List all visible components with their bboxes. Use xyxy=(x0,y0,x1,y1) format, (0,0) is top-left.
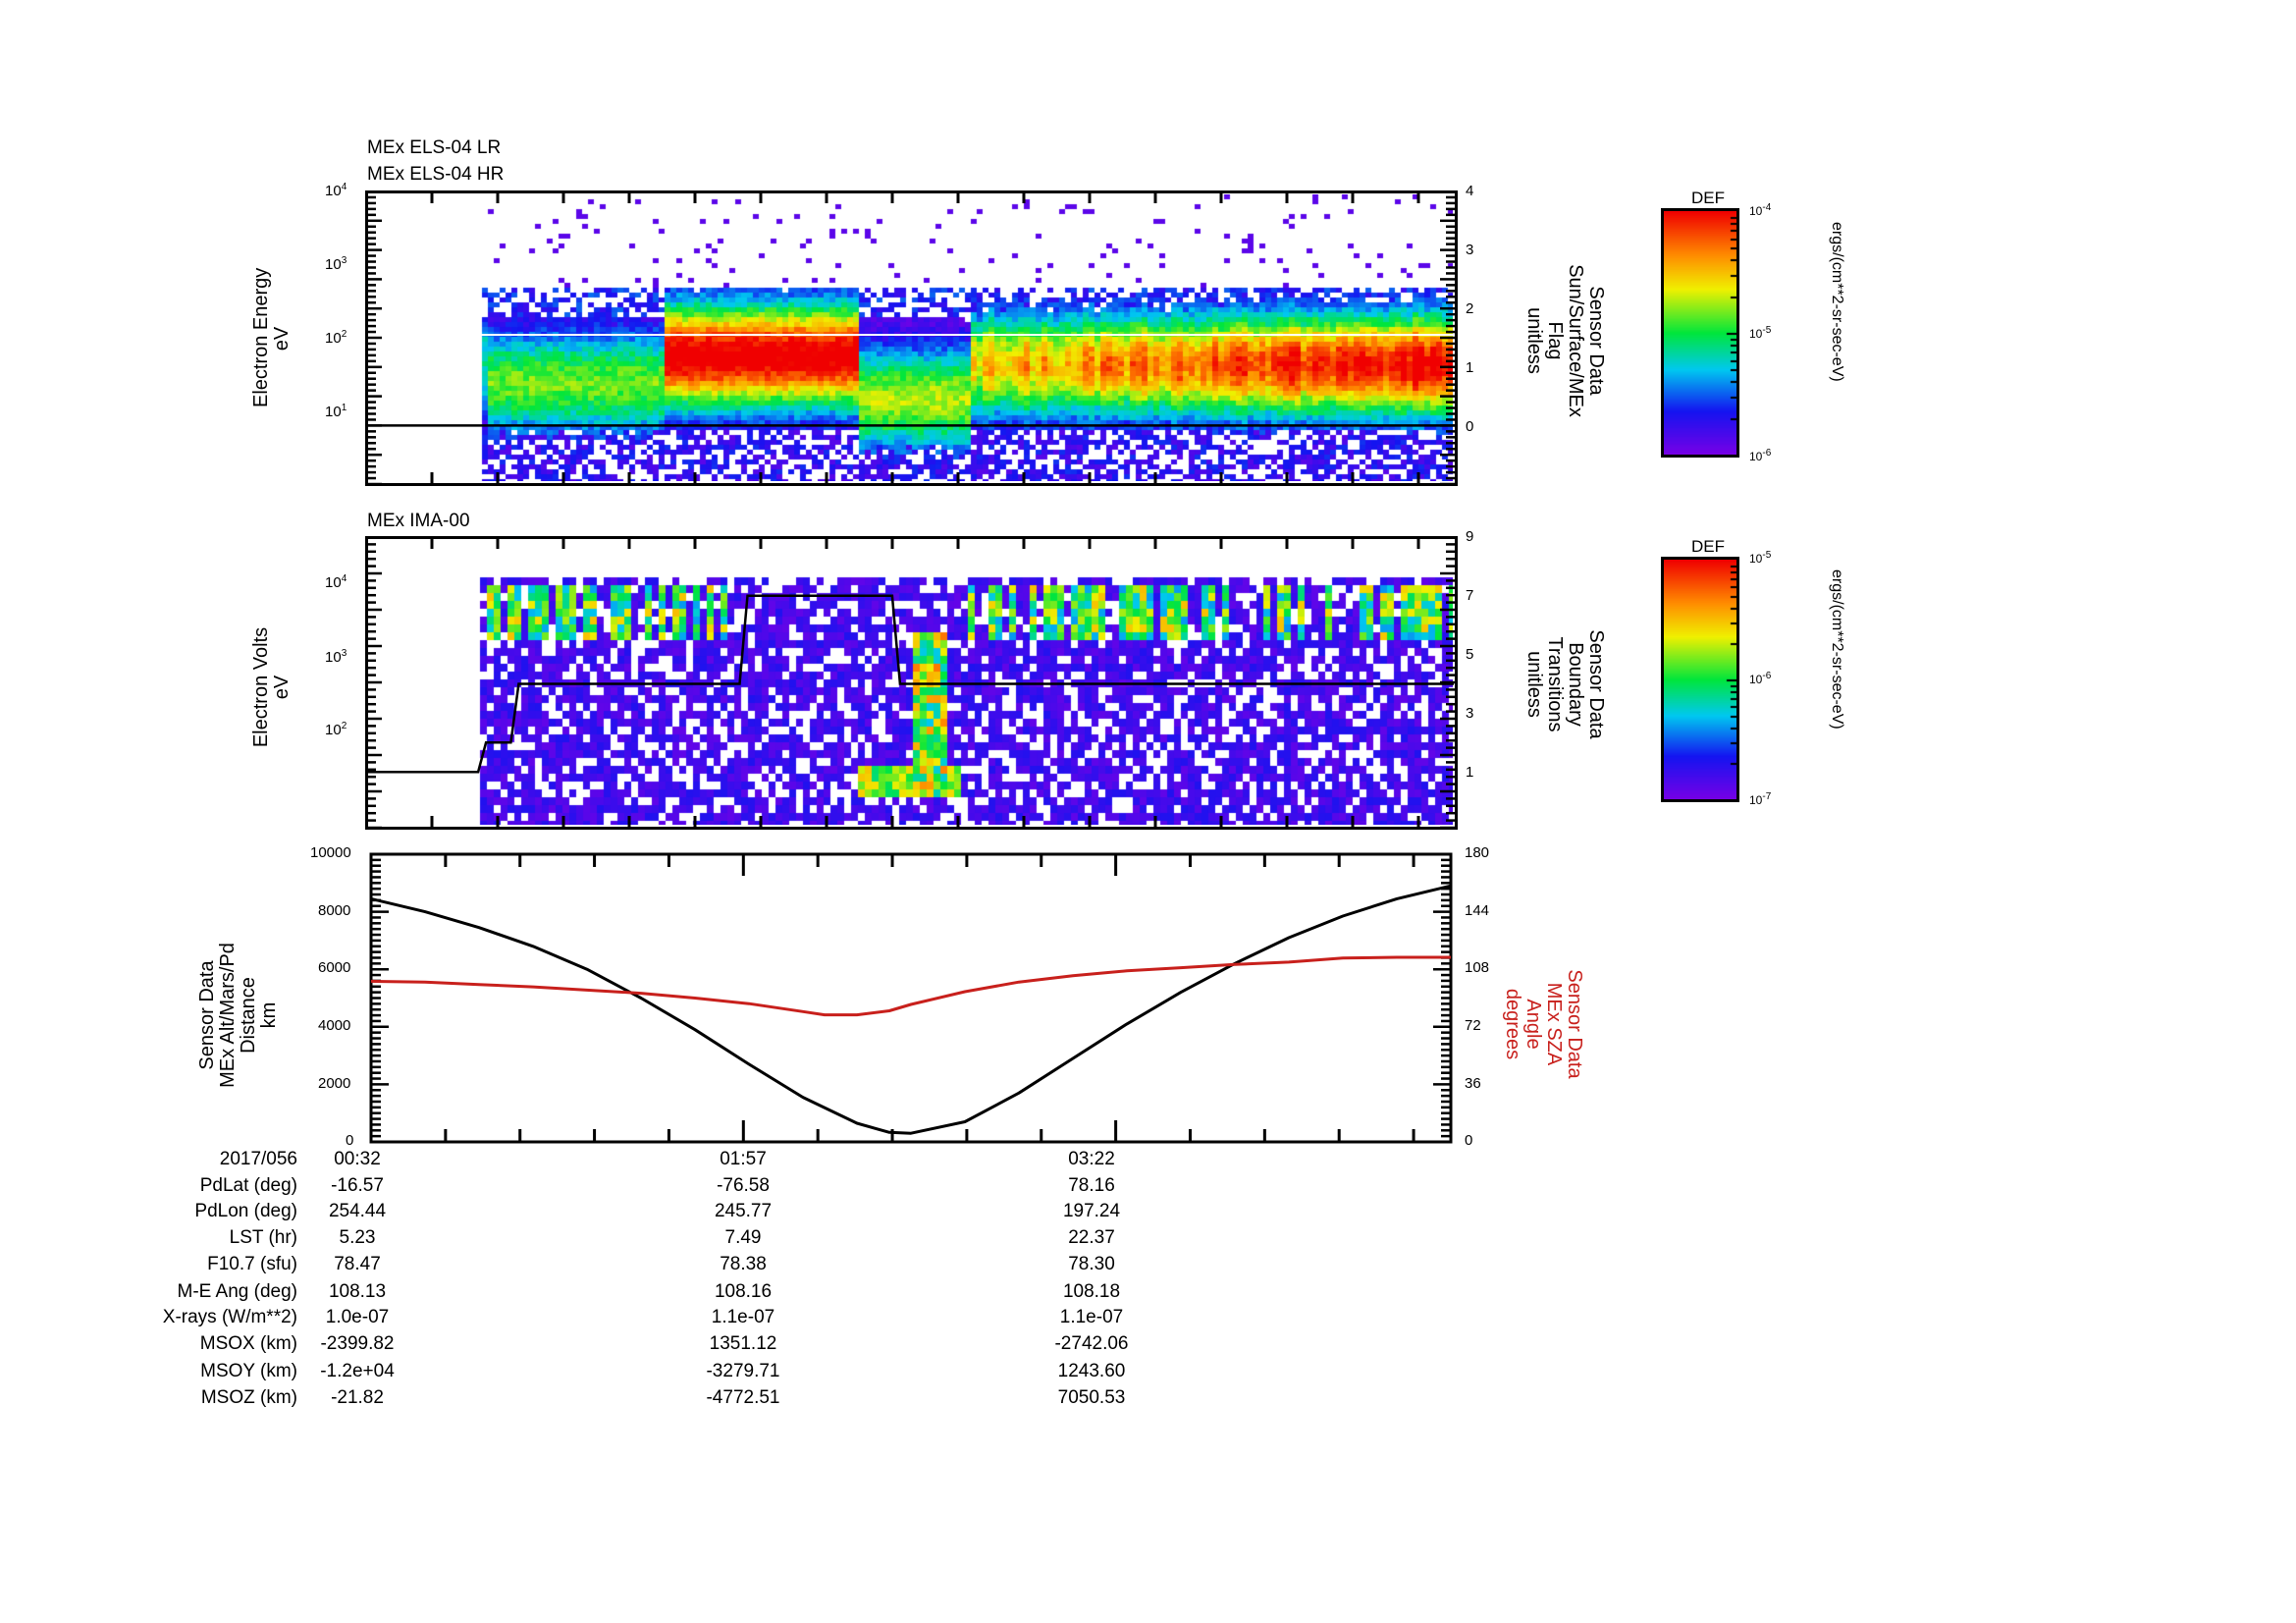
ephemeris-row-label: PdLat (deg) xyxy=(199,1175,297,1196)
ephemeris-cell: -3279.71 xyxy=(706,1361,780,1381)
ima-colorbar xyxy=(1664,560,1736,799)
ephemeris-cell: 1.1e-07 xyxy=(1059,1307,1124,1327)
els-cb-tick-min: 10-6 xyxy=(1749,448,1772,463)
orbit-ytick-10000: 10000 xyxy=(310,844,351,861)
ephemeris-cell: 1.1e-07 xyxy=(711,1307,775,1327)
ephemeris-cell: -16.57 xyxy=(331,1175,384,1196)
ima-colorbar-title: DEF xyxy=(1691,537,1725,556)
ima-colorbar-frame xyxy=(1661,557,1739,802)
ephemeris-cell: -76.58 xyxy=(717,1175,770,1196)
ephemeris-cell: -21.82 xyxy=(331,1387,384,1408)
ephemeris-cell: 1243.60 xyxy=(1057,1361,1126,1381)
els-cb-tick-max: 10-4 xyxy=(1749,202,1772,218)
orbit-ytick-8000: 8000 xyxy=(318,902,351,919)
ephemeris-row-label: PdLon (deg) xyxy=(194,1201,297,1221)
ima-rtick-5: 5 xyxy=(1466,646,1474,663)
els-rtick-1: 1 xyxy=(1466,359,1474,376)
ephemeris-cell: 7050.53 xyxy=(1057,1387,1126,1408)
ephemeris-date: 2017/056 xyxy=(219,1149,297,1169)
ima-ytick-1e3: 103 xyxy=(325,648,347,666)
ima-rtick-1: 1 xyxy=(1466,764,1474,781)
orbit-rtick-144: 144 xyxy=(1465,902,1490,919)
els-overlay xyxy=(366,191,1456,484)
els-ytick-1e1: 101 xyxy=(325,403,347,420)
els-spectrogram xyxy=(369,194,1453,481)
ima-plot-frame xyxy=(365,536,1458,830)
ephemeris-cell: -1.2e+04 xyxy=(320,1361,395,1381)
ima-cb-tick-max: 10-5 xyxy=(1749,550,1772,566)
els-plot-frame xyxy=(365,190,1458,486)
ima-ytick-1e2: 102 xyxy=(325,721,347,738)
ephemeris-cell: 78.47 xyxy=(334,1254,381,1274)
els-ylabel: Electron Energy eV xyxy=(250,267,293,407)
orbit-ylabel: Sensor Data MEx Alt/Mars/Pd Distance km xyxy=(196,943,280,1088)
orbit-ytick-0: 0 xyxy=(346,1132,354,1149)
orbit-line-plot xyxy=(369,852,1453,1144)
ephemeris-row-label: M-E Ang (deg) xyxy=(177,1281,298,1302)
ima-colorbar-unit: ergs/(cm**2-sr-sec-eV) xyxy=(1829,569,1845,730)
ephemeris-cell: 78.16 xyxy=(1068,1175,1115,1196)
els-ytick-1e2: 102 xyxy=(325,329,347,347)
orbit-rtick-0: 0 xyxy=(1465,1132,1473,1149)
time-label-1: 00:32 xyxy=(334,1149,381,1169)
ephemeris-cell: -2742.06 xyxy=(1054,1333,1129,1354)
ephemeris-cell: 108.13 xyxy=(328,1281,387,1302)
els-rtick-0: 0 xyxy=(1466,418,1474,435)
els-rtick-4: 4 xyxy=(1466,183,1474,199)
els-colorbar-title: DEF xyxy=(1691,189,1725,207)
orbit-ytick-4000: 4000 xyxy=(318,1017,351,1034)
ephemeris-row-label: MSOZ (km) xyxy=(200,1387,297,1408)
ima-rtick-3: 3 xyxy=(1466,705,1474,722)
ephemeris-cell: 108.16 xyxy=(714,1281,773,1302)
els-colorbar-frame xyxy=(1661,208,1739,458)
ephemeris-cell: 1351.12 xyxy=(709,1333,777,1354)
orbit-rtick-180: 180 xyxy=(1465,844,1490,861)
els-ytick-1e3: 103 xyxy=(325,255,347,273)
ephemeris-cell: 7.49 xyxy=(724,1227,762,1248)
ephemeris-cell: 78.30 xyxy=(1068,1254,1115,1274)
ephemeris-row-label: LST (hr) xyxy=(229,1227,297,1248)
ima-rtick-7: 7 xyxy=(1466,587,1474,604)
els-colorbar xyxy=(1664,211,1736,455)
orbit-rtick-72: 72 xyxy=(1465,1017,1481,1034)
els-rtick-2: 2 xyxy=(1466,300,1474,317)
time-label-2: 01:57 xyxy=(720,1149,767,1169)
ima-cb-tick-min: 10-7 xyxy=(1749,791,1772,807)
ephemeris-cell: 5.23 xyxy=(339,1227,376,1248)
ima-overlay xyxy=(366,537,1456,828)
ephemeris-cell: 1.0e-07 xyxy=(325,1307,390,1327)
ephemeris-row-label: F10.7 (sfu) xyxy=(207,1254,297,1274)
ephemeris-cell: -4772.51 xyxy=(706,1387,780,1408)
ima-cb-tick-mid: 10-6 xyxy=(1749,671,1772,686)
els-ytick-1e4: 104 xyxy=(325,182,347,199)
ephemeris-row-label: MSOX (km) xyxy=(199,1333,297,1354)
els-title-lr: MEx ELS-04 LR xyxy=(367,137,502,158)
ephemeris-cell: 254.44 xyxy=(328,1201,387,1221)
ephemeris-row-label: MSOY (km) xyxy=(200,1361,297,1381)
orbit-ytick-2000: 2000 xyxy=(318,1075,351,1092)
els-rtick-3: 3 xyxy=(1466,242,1474,258)
ima-title: MEx IMA-00 xyxy=(367,511,470,531)
ephemeris-row-label: X-rays (W/m**2) xyxy=(162,1307,297,1327)
ephemeris-cell: 197.24 xyxy=(1062,1201,1121,1221)
ima-ylabel: Electron Volts eV xyxy=(250,626,293,748)
ephemeris-cell: 22.37 xyxy=(1068,1227,1115,1248)
ephemeris-cell: 245.77 xyxy=(714,1201,773,1221)
orbit-rtick-36: 36 xyxy=(1465,1075,1481,1092)
ima-right-label: Sensor Data Boundary Transitions unitless xyxy=(1523,629,1607,739)
els-colorbar-unit: ergs/(cm**2-sr-sec-eV) xyxy=(1829,222,1845,382)
orbit-rtick-108: 108 xyxy=(1465,959,1490,976)
ima-ytick-1e4: 104 xyxy=(325,573,347,591)
ephemeris-cell: 108.18 xyxy=(1062,1281,1121,1302)
orbit-right-label: Sensor Data MEx SZA Angle degrees xyxy=(1502,969,1585,1079)
ephemeris-cell: 78.38 xyxy=(720,1254,767,1274)
els-right-label: Sensor Data Sun/Surface/MEx Flag unitless xyxy=(1523,264,1607,417)
els-title-hr: MEx ELS-04 HR xyxy=(367,164,505,185)
els-cb-tick-mid: 10-5 xyxy=(1749,325,1772,341)
ima-rtick-9: 9 xyxy=(1466,528,1474,545)
ima-spectrogram xyxy=(369,540,1453,825)
ephemeris-cell: -2399.82 xyxy=(320,1333,395,1354)
time-label-3: 03:22 xyxy=(1068,1149,1115,1169)
orbit-ytick-6000: 6000 xyxy=(318,959,351,976)
